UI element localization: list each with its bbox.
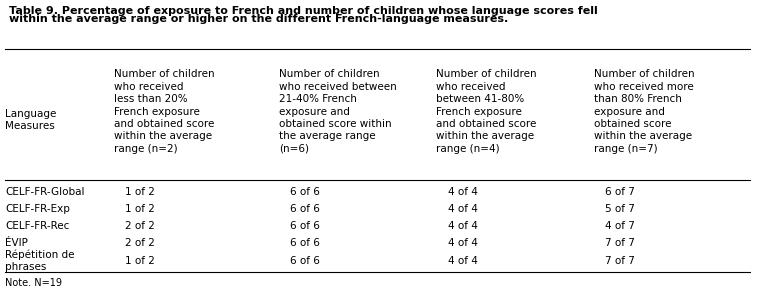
Text: 6 of 6: 6 of 6 <box>290 187 320 197</box>
Text: 2 of 2: 2 of 2 <box>125 239 155 248</box>
Text: Language
Measures: Language Measures <box>5 109 56 131</box>
Text: Note. N=19: Note. N=19 <box>5 278 62 288</box>
Text: CELF-FR-Rec: CELF-FR-Rec <box>5 221 70 231</box>
Text: 4 of 4: 4 of 4 <box>448 239 477 248</box>
Text: 6 of 6: 6 of 6 <box>290 204 320 214</box>
Text: 4 of 7: 4 of 7 <box>605 221 635 231</box>
Text: 4 of 4: 4 of 4 <box>448 256 477 266</box>
Text: 6 of 6: 6 of 6 <box>290 221 320 231</box>
Text: 6 of 6: 6 of 6 <box>290 239 320 248</box>
Text: 4 of 4: 4 of 4 <box>448 221 477 231</box>
Text: 2 of 2: 2 of 2 <box>125 221 155 231</box>
Text: 4 of 4: 4 of 4 <box>448 204 477 214</box>
Text: Number of children
who received between
21-40% French
exposure and
obtained scor: Number of children who received between … <box>279 69 396 154</box>
Text: 6 of 7: 6 of 7 <box>605 187 635 197</box>
Text: 1 of 2: 1 of 2 <box>125 256 155 266</box>
Text: within the average range or higher on the different French-language measures.: within the average range or higher on th… <box>9 14 508 24</box>
Text: ÉVIP: ÉVIP <box>5 239 28 248</box>
Text: Table 9. Percentage of exposure to French and number of children whose language : Table 9. Percentage of exposure to Frenc… <box>9 6 597 16</box>
Text: 1 of 2: 1 of 2 <box>125 187 155 197</box>
Text: CELF-FR-Exp: CELF-FR-Exp <box>5 204 70 214</box>
Text: Number of children
who received
between 41-80%
French exposure
and obtained scor: Number of children who received between … <box>436 69 537 154</box>
Text: 1 of 2: 1 of 2 <box>125 204 155 214</box>
Text: 7 of 7: 7 of 7 <box>605 256 635 266</box>
Text: Number of children
who received more
than 80% French
exposure and
obtained score: Number of children who received more tha… <box>594 69 694 154</box>
Text: CELF-FR-Global: CELF-FR-Global <box>5 187 85 197</box>
Text: 7 of 7: 7 of 7 <box>605 239 635 248</box>
Text: Répétition de
phrases: Répétition de phrases <box>5 249 74 272</box>
Text: Number of children
who received
less than 20%
French exposure
and obtained score: Number of children who received less tha… <box>114 69 215 154</box>
Text: 6 of 6: 6 of 6 <box>290 256 320 266</box>
Text: 4 of 4: 4 of 4 <box>448 187 477 197</box>
Text: 5 of 7: 5 of 7 <box>605 204 635 214</box>
